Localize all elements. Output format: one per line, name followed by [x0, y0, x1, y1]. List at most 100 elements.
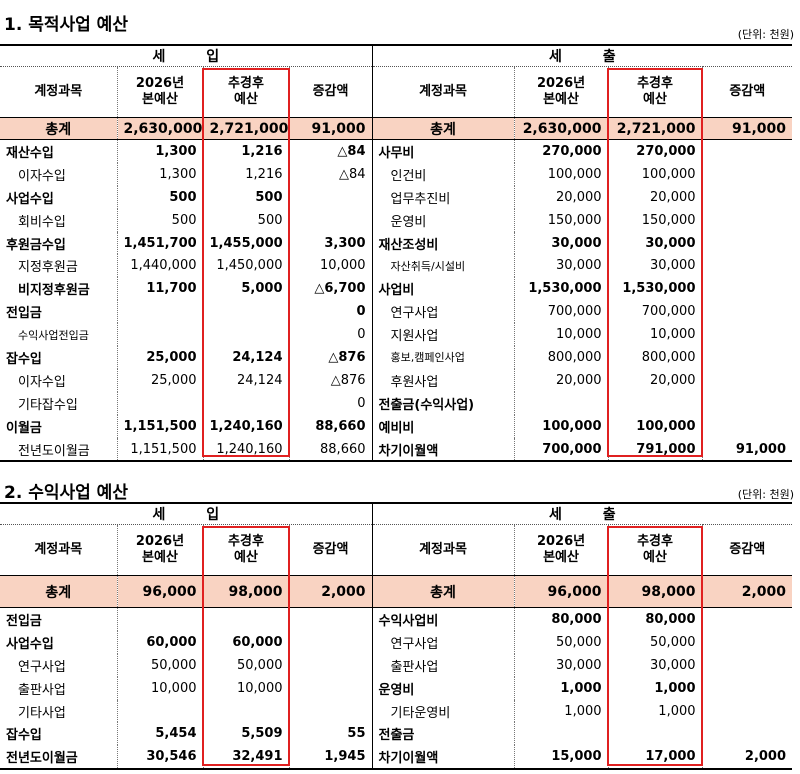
- section1-title: 1. 목적사업 예산: [4, 15, 128, 35]
- expense-diff: [701, 630, 793, 654]
- income-base: 1,440,000: [116, 254, 203, 278]
- income-revised: 50,000: [202, 653, 289, 677]
- expense-revised: 80,000: [607, 607, 703, 631]
- expense-base: 700,000: [513, 437, 609, 463]
- col-base: 2026년 본예산: [513, 66, 609, 118]
- income-account: 연구사업: [18, 659, 66, 675]
- total-revised: 98,000: [607, 575, 703, 608]
- income-account: 잡수입: [6, 728, 42, 744]
- expense-diff: [701, 231, 793, 255]
- income-base: [116, 323, 203, 347]
- income-account: 이월금: [6, 420, 42, 436]
- expense-revised: 30,000: [607, 254, 703, 278]
- expense-base: 1,530,000: [513, 277, 609, 301]
- expense-diff: [701, 208, 793, 232]
- section1-unit: (단위: 천원): [737, 28, 794, 41]
- table-row: 수익사업전입금 0 지원사업 10,000 10,000: [0, 323, 793, 347]
- income-account: 재산수입: [6, 145, 54, 161]
- expense-account: 업무추진비: [371, 185, 515, 209]
- expense-diff: [701, 254, 793, 278]
- section2-table: 세 입 세 출 계정과목 2026년 본예산 추경후 예산 증감액 계정과목 202…: [0, 502, 793, 771]
- table-row: 연구사업 50,000 50,000 출판사업 30,000 30,000: [0, 653, 793, 677]
- col-base: 2026년 본예산: [116, 66, 203, 118]
- income-account: 지정후원금: [18, 260, 78, 276]
- table-row: 사업수입 500 500 업무추진비 20,000 20,000: [0, 185, 793, 209]
- expense-base: 10,000: [513, 323, 609, 347]
- expense-base: [513, 722, 609, 746]
- expense-revised: 700,000: [607, 300, 703, 324]
- expense-revised: 270,000: [607, 139, 703, 163]
- expense-account: 재산조성비: [371, 231, 515, 255]
- income-diff: △876: [288, 368, 373, 392]
- income-revised: [202, 300, 289, 324]
- expense-diff: [701, 139, 793, 163]
- income-base: 1,151,500: [116, 414, 203, 438]
- income-revised: [202, 323, 289, 347]
- income-base: [116, 300, 203, 324]
- expense-revised: [607, 391, 703, 415]
- income-base: [116, 391, 203, 415]
- income-base: 1,300: [116, 139, 203, 163]
- col-account: 계정과목: [0, 524, 117, 576]
- total-diff: 2,000: [288, 575, 373, 608]
- total-revised: 2,721,000: [607, 117, 703, 140]
- income-account: 전년도이월금: [0, 745, 117, 771]
- expense-revised: 20,000: [607, 368, 703, 392]
- income-diff: 1,945: [288, 745, 373, 771]
- income-base: 50,000: [116, 653, 203, 677]
- expense-revised: 10,000: [607, 323, 703, 347]
- table-row: 이자수입 1,300 1,216 △84 인건비 100,000 100,000: [0, 162, 793, 186]
- total-diff: 2,000: [701, 575, 793, 608]
- expense-base: 1,000: [513, 676, 609, 700]
- expense-revised: 150,000: [607, 208, 703, 232]
- income-revised: 5,509: [202, 722, 289, 746]
- table-row: 전입금 0 연구사업 700,000 700,000: [0, 300, 793, 324]
- income-account: 후원금수입: [6, 237, 66, 253]
- section1-table: 세 입 세 출 계정과목 2026년 본예산 추경후 예산 증감액 계정과목 202…: [0, 44, 793, 463]
- expense-account: 운영비: [371, 208, 515, 232]
- income-diff: 3,300: [288, 231, 373, 255]
- income-revised: [202, 607, 289, 631]
- income-account: 전년도이월금: [0, 437, 117, 463]
- income-diff: △84: [288, 139, 373, 163]
- expense-diff: [701, 323, 793, 347]
- col-diff: 증감액: [288, 66, 373, 118]
- expense-base: 50,000: [513, 630, 609, 654]
- income-base: 1,300: [116, 162, 203, 186]
- expense-account: 연구사업: [371, 300, 515, 324]
- income-revised: 24,124: [202, 346, 289, 369]
- table-row: 기타사업 기타운영비 1,000 1,000: [0, 699, 793, 723]
- income-base: 30,546: [116, 745, 203, 771]
- income-account: 이자수입: [18, 374, 66, 390]
- section2-title: 2. 수익사업 예산: [4, 483, 128, 503]
- expense-base: 700,000: [513, 300, 609, 324]
- expense-base: [513, 391, 609, 415]
- income-revised: 32,491: [202, 745, 289, 771]
- expense-diff: [701, 607, 793, 631]
- expense-revised: 30,000: [607, 653, 703, 677]
- expense-account: 홍보,캠페인사업: [371, 346, 515, 369]
- expense-revised: 1,000: [607, 676, 703, 700]
- table-row: 후원금수입 1,451,700 1,455,000 3,300 재산조성비 30,000 3…: [0, 231, 793, 255]
- expense-account: 후원사업: [371, 368, 515, 392]
- income-revised: 500: [202, 208, 289, 232]
- income-revised: 1,240,160: [202, 414, 289, 438]
- table-row: 전년도이월금 1,151,500 1,240,160 88,660 차기이월액 700,0…: [0, 437, 793, 463]
- total-base: 96,000: [116, 575, 203, 608]
- income-revised: 5,000: [202, 277, 289, 301]
- expense-account: 수익사업비: [371, 607, 515, 631]
- expense-diff: [701, 368, 793, 392]
- total-base: 2,630,000: [116, 117, 203, 140]
- expense-diff: [701, 722, 793, 746]
- col-revised: 추경후 예산: [607, 66, 703, 118]
- col-base: 2026년 본예산: [116, 524, 203, 576]
- total-base: 2,630,000: [513, 117, 609, 140]
- col-account: 계정과목: [371, 524, 515, 576]
- income-diff: 0: [288, 391, 373, 415]
- total-label: 총계: [371, 117, 515, 140]
- table-row: 출판사업 10,000 10,000 운영비 1,000 1,000: [0, 676, 793, 700]
- col-account: 계정과목: [0, 66, 117, 118]
- expense-revised: 50,000: [607, 630, 703, 654]
- expense-base: 800,000: [513, 346, 609, 369]
- table-row: 비지정후원금 11,700 5,000 △6,700 사업비 1,530,000 1,530…: [0, 277, 793, 301]
